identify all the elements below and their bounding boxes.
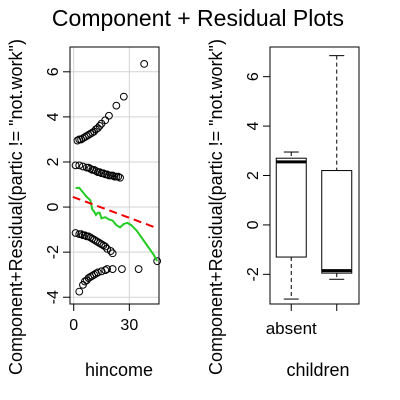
panel-children-x-axis: absent [266, 304, 337, 338]
figure-title: Component + Residual Plots [52, 5, 344, 31]
data-point [120, 93, 127, 100]
panel-children-y-axis: -2 0 2 4 6 [245, 72, 270, 281]
data-point [119, 266, 126, 273]
y-tick-label: 4 [45, 112, 62, 121]
panel-hincome-x-axis: 0 30 [69, 304, 138, 334]
data-point [106, 112, 113, 119]
data-point [141, 61, 148, 68]
data-point [135, 266, 142, 273]
y-tick-label: 0 [245, 220, 262, 229]
smooth-fit-line [76, 188, 158, 261]
data-point [113, 102, 120, 109]
panel-hincome-xlabel: hincome [85, 360, 153, 380]
panel-hincome-points [72, 61, 160, 295]
panel-children-boxes [276, 56, 352, 299]
box-absent [276, 158, 306, 257]
y-tick-label: 0 [45, 203, 62, 212]
y-tick-label: 2 [245, 171, 262, 180]
x-tick-label: 30 [120, 317, 138, 334]
panel-children-ylabel: Component+Residual(partic != "not.work") [206, 39, 226, 375]
y-tick-label: -2 [45, 245, 62, 259]
y-tick-label: 6 [245, 72, 262, 81]
x-tick-label: 0 [69, 317, 78, 334]
x-tick-label: absent [266, 319, 317, 338]
box-present [322, 171, 352, 274]
panel-hincome-y-axis: -4 -2 0 2 4 6 [45, 67, 70, 304]
panel-children: -2 0 2 4 6 absent children Component+Residua… [206, 39, 359, 380]
y-tick-label: -2 [245, 267, 262, 281]
panel-hincome: -4 -2 0 2 4 6 0 30 hincome Component+Residual(… [6, 39, 161, 380]
panel-children-xlabel: children [286, 360, 349, 380]
y-tick-label: 2 [45, 157, 62, 166]
y-tick-label: 4 [245, 122, 262, 131]
y-tick-label: -4 [45, 290, 62, 304]
y-tick-label: 6 [45, 67, 62, 76]
data-point [76, 288, 83, 295]
panel-hincome-ylabel: Component+Residual(partic != "not.work") [6, 39, 26, 375]
